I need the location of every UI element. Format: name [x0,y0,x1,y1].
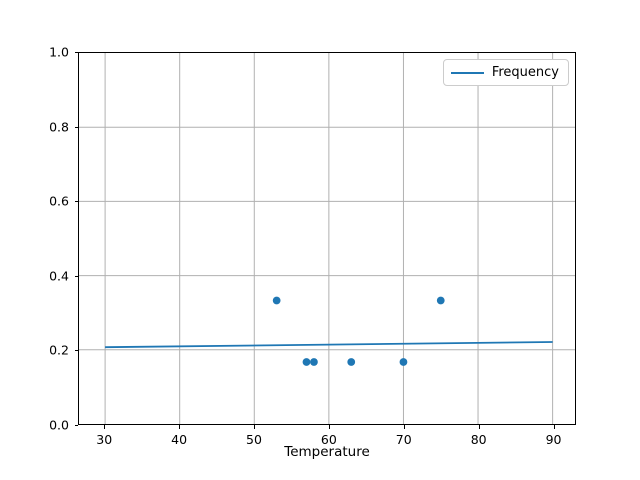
y-axis-tick-label: 0.2 [49,342,69,358]
x-axis-tick-label: 80 [470,432,487,447]
series-points [272,296,445,366]
y-axis-tick-mark [74,52,78,54]
scatter-point [399,358,408,366]
y-axis-tick-mark [74,350,78,352]
y-axis-tick-label: 0.6 [49,193,69,209]
scatter-point [272,296,281,305]
series-lines [105,341,553,349]
x-axis-tick-label: 70 [395,432,412,447]
x-axis-tick-mark [328,425,330,429]
x-axis-tick-label: 90 [545,432,562,447]
y-axis-tick-mark [74,425,78,427]
x-axis-tick-mark [179,425,181,429]
y-axis-tick-label: 0.4 [49,268,69,284]
x-axis-tick-mark [253,425,256,429]
y-axis-tick-mark [74,126,78,128]
x-axis-label: Temperature [284,444,370,460]
x-axis-tick-label: 60 [320,432,337,447]
x-axis-tick-label: 30 [96,432,113,447]
x-axis-tick-label: 40 [171,432,188,447]
scatter-point [310,358,318,366]
scatter-point [302,358,311,366]
y-axis-tick-label: 0.8 [49,119,69,135]
x-axis-tick-label: 50 [246,432,262,447]
x-axis-tick-mark [553,425,555,429]
legend: Frequency [442,59,569,86]
plot-canvas [79,53,575,424]
scatter-point [436,296,445,305]
scatter-point [347,358,356,366]
y-axis-tick-label: 0.0 [49,417,69,433]
x-axis-tick-mark [403,425,405,429]
regression-line [105,341,553,349]
y-axis-tick-mark [74,201,78,203]
legend-entry-label: Frequency [491,65,559,80]
y-axis-tick-mark [74,275,78,277]
grid-lines [79,53,575,424]
legend-line-swatch [450,71,484,74]
y-axis-tick-label: 1.0 [49,44,69,60]
plot-axes: Frequency [78,52,576,425]
x-axis-tick-mark [104,425,106,429]
x-axis-tick-mark [478,425,480,429]
